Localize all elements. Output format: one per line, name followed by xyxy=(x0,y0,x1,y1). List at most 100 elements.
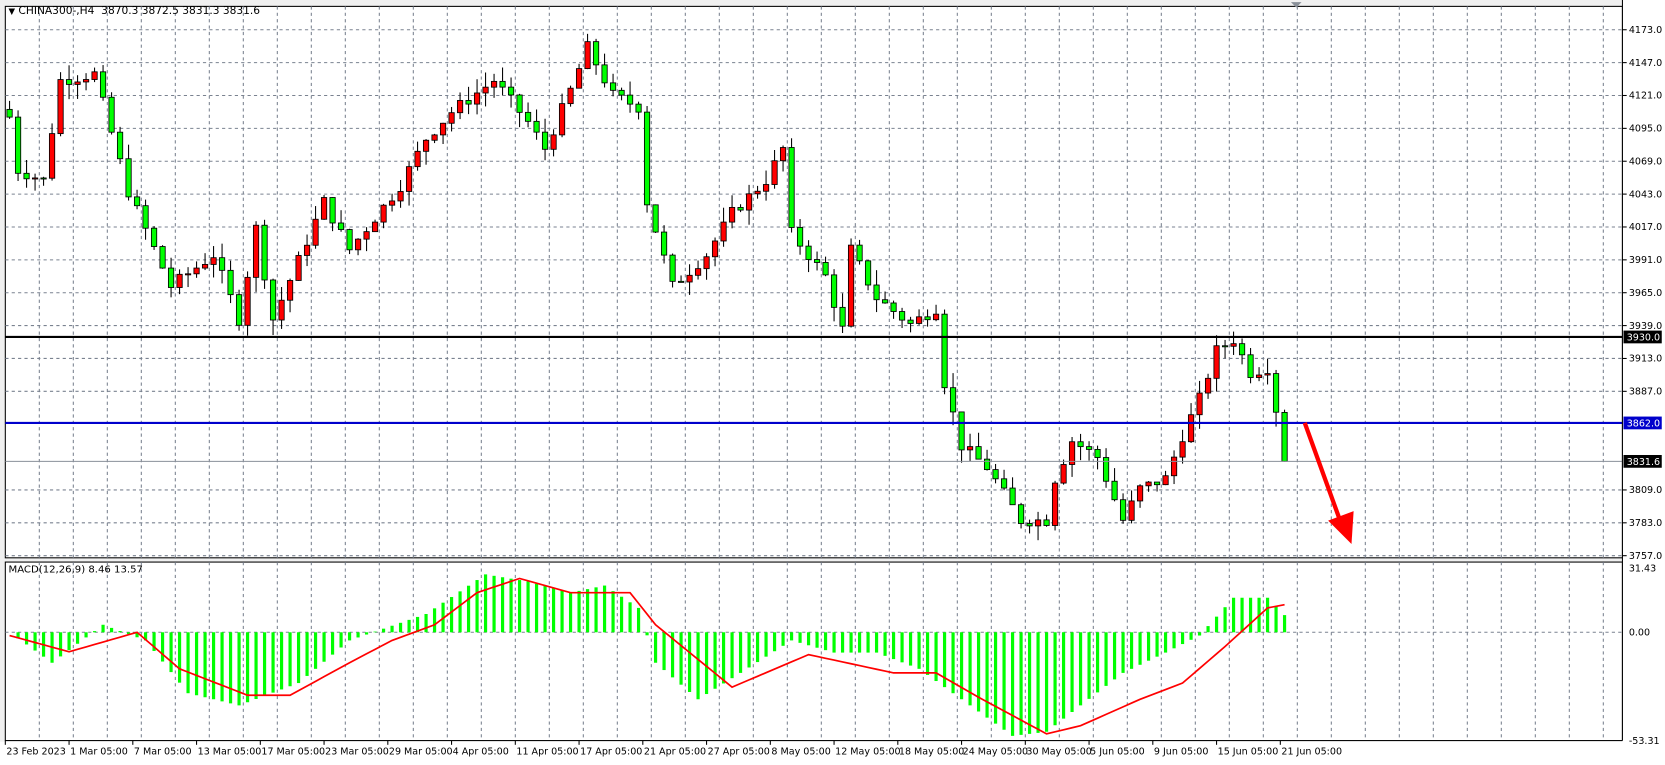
price-tick-label: 4043.0 xyxy=(1629,189,1662,200)
time-tick-label: 1 Mar 05:00 xyxy=(70,746,128,757)
symbol-timeframe: CHINA300-,H4 xyxy=(18,5,95,17)
candle-bear xyxy=(1000,478,1008,489)
ohlc-readout: 3870.3 3872.5 3831.3 3831.6 xyxy=(101,5,261,17)
candle-bull xyxy=(380,204,387,223)
candle-bear xyxy=(541,131,549,150)
candle-bull xyxy=(1204,377,1212,394)
candle-bull xyxy=(745,193,753,211)
candle-bear xyxy=(635,103,642,113)
candle-bear xyxy=(524,111,532,122)
candle-bull xyxy=(286,280,294,301)
candle-bull xyxy=(320,197,328,220)
candle-bear xyxy=(796,227,804,247)
candle-bear xyxy=(941,313,948,389)
candle-bear xyxy=(1153,481,1161,486)
time-tick-label: 5 Jun 05:00 xyxy=(1090,746,1145,757)
time-tick-label: 21 Apr 05:00 xyxy=(644,746,706,757)
candle-bull xyxy=(184,273,192,276)
candle-bull xyxy=(1187,414,1195,443)
candle-bear xyxy=(167,267,175,288)
candle-bull xyxy=(686,274,693,283)
candle-bull xyxy=(482,86,489,94)
candle-bull xyxy=(244,276,251,326)
candle-bull xyxy=(1196,392,1203,416)
candle-bear xyxy=(1281,412,1288,462)
down-arrow-head-icon xyxy=(1328,511,1354,544)
macd-tick-label: -53.31 xyxy=(1629,736,1660,747)
candle-bear xyxy=(592,41,600,66)
candle-bear xyxy=(856,244,863,262)
candle-bull xyxy=(728,207,736,223)
candle-bear xyxy=(890,302,897,312)
candle-bear xyxy=(618,89,625,96)
chart-header: ▼ CHINA300-,H4 3870.3 3872.5 3831.3 3831… xyxy=(9,5,261,17)
candle-bear xyxy=(125,158,132,198)
candle-bear xyxy=(813,259,821,263)
macd-signal-line xyxy=(9,577,1285,735)
candle-bull xyxy=(847,244,855,327)
time-tick-label: 12 May 05:00 xyxy=(835,746,900,757)
level-label-bg xyxy=(1623,330,1662,344)
candle-bear xyxy=(839,306,846,327)
candle-bear xyxy=(652,204,659,233)
candle-bull xyxy=(473,92,481,105)
candle-bull xyxy=(1128,500,1135,521)
candle-bull xyxy=(456,100,464,114)
time-tick-label: 9 Jun 05:00 xyxy=(1154,746,1209,757)
macd-header: MACD(12,26,9) 8.46 13.57 xyxy=(8,564,143,576)
candle-bear xyxy=(261,224,268,281)
time-tick-label: 11 Apr 05:00 xyxy=(516,746,578,757)
candle-bull xyxy=(363,231,370,240)
candle-bull xyxy=(567,87,574,105)
candle-bear xyxy=(1119,499,1127,521)
candle-bear xyxy=(864,260,872,286)
time-tick-label: 4 Apr 05:00 xyxy=(453,746,509,757)
candle-bull xyxy=(1264,373,1271,376)
price-tick-label: 4095.0 xyxy=(1629,124,1662,135)
candle-bull xyxy=(1255,374,1263,378)
candle-bull xyxy=(779,147,787,162)
candle-bear xyxy=(227,269,234,296)
triangle-down-icon[interactable]: ▼ xyxy=(8,6,16,16)
candle-bull xyxy=(771,160,778,185)
time-tick-label: 24 May 05:00 xyxy=(963,746,1028,757)
price-tick-label: 3783.0 xyxy=(1629,518,1662,529)
candle-bear xyxy=(142,205,149,229)
candle-bear xyxy=(1247,354,1254,378)
candle-bear xyxy=(1102,457,1110,482)
candle-bull xyxy=(91,71,98,80)
candle-bull xyxy=(31,177,39,180)
candle-bull xyxy=(74,81,81,85)
candle-bear xyxy=(108,96,115,133)
candle-bull xyxy=(1230,343,1237,347)
candle-bear xyxy=(499,80,506,88)
candle-bull xyxy=(575,68,583,89)
time-tick-label: 23 Mar 05:00 xyxy=(325,746,389,757)
scroll-marker-icon xyxy=(1290,2,1302,8)
candle-bear xyxy=(626,94,634,105)
candle-bear xyxy=(269,279,277,321)
price-tick-label: 3913.0 xyxy=(1629,354,1662,365)
candle-bear xyxy=(1077,441,1084,448)
candle-bear xyxy=(873,284,880,301)
macd-tick-label: 31.43 xyxy=(1629,564,1656,575)
candle-bull xyxy=(295,255,302,281)
price-tick-label: 4017.0 xyxy=(1629,222,1662,233)
candle-bull xyxy=(1179,441,1186,458)
candle-bear xyxy=(14,116,22,174)
candle-bear xyxy=(116,131,124,160)
candle-bear xyxy=(465,100,472,105)
candle-bear xyxy=(601,64,608,84)
time-tick-label: 23 Feb 2023 xyxy=(6,746,65,757)
candle-bull xyxy=(388,200,396,206)
candle-bull xyxy=(201,264,209,269)
candle-bull xyxy=(1213,345,1220,379)
candle-bear xyxy=(516,94,523,113)
candle-bear xyxy=(1111,480,1118,501)
candle-bull xyxy=(193,267,200,275)
candle-bear xyxy=(1238,343,1246,356)
macd-pane xyxy=(4,561,1623,742)
candle-bull xyxy=(448,112,455,124)
time-tick-label: 13 Mar 05:00 xyxy=(198,746,262,757)
